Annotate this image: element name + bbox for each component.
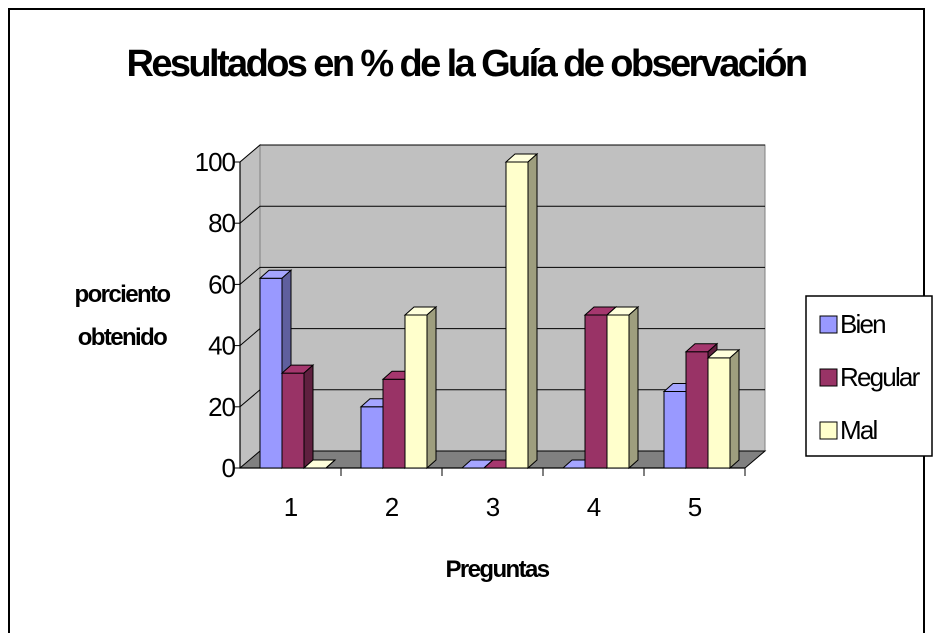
legend-label-regular: Regular (840, 362, 921, 392)
gridline (239, 144, 765, 163)
bar-mal-5 (706, 348, 741, 470)
legend-swatch-regular (819, 368, 838, 387)
y-axis-title-line1: porciento (75, 281, 171, 308)
bar-front (685, 351, 709, 469)
y-tick-label: 0 (222, 453, 236, 483)
bar-front (281, 372, 305, 469)
bar-front (584, 314, 608, 469)
x-tick-label: 1 (284, 492, 298, 522)
bar-regular-1 (280, 364, 315, 470)
bar-mal-3 (504, 152, 539, 470)
bar-mal-2 (403, 305, 438, 470)
x-tick-label: 5 (688, 492, 702, 522)
gridline (239, 266, 765, 285)
y-tick-label: 20 (208, 392, 235, 422)
plot-side-wall (239, 143, 261, 470)
legend-swatch-mal (819, 421, 838, 440)
gridline (239, 205, 765, 224)
bar-mal-4 (605, 305, 640, 470)
plot-area: 0 20 40 60 80 100 1 2 3 4 5 (195, 143, 767, 522)
bar-front (259, 277, 283, 469)
y-tick-label: 80 (208, 208, 235, 238)
y-tick-label: 60 (208, 269, 235, 299)
y-tick-label: 40 (208, 331, 235, 361)
bar-front (505, 161, 529, 469)
bar-side (729, 348, 740, 470)
bar-side (325, 459, 336, 469)
bar-front (707, 357, 731, 469)
y-axis-title-line2: obtenido (78, 324, 167, 351)
y-tick-label: 100 (195, 147, 236, 177)
legend-swatch-bien (819, 315, 838, 334)
bar-front (382, 378, 406, 469)
legend: Bien Regular Mal (805, 295, 933, 457)
bar-side (527, 152, 538, 470)
x-axis-title: Preguntas (446, 556, 550, 583)
bar-front (663, 391, 687, 469)
bar-front (404, 314, 428, 469)
bar-side (426, 305, 437, 470)
x-tick-label: 4 (587, 492, 601, 522)
bar-mal-1 (302, 459, 337, 469)
bar-front (360, 406, 384, 469)
bar-side (628, 305, 639, 470)
bar-side (303, 364, 314, 470)
x-tick-label: 3 (486, 492, 500, 522)
legend-label-bien: Bien (840, 309, 885, 339)
chart-title: Resultados en % de la Guía de observació… (127, 43, 806, 85)
x-tick-label: 2 (385, 492, 399, 522)
bar-front (606, 314, 630, 469)
legend-label-mal: Mal (840, 415, 878, 445)
